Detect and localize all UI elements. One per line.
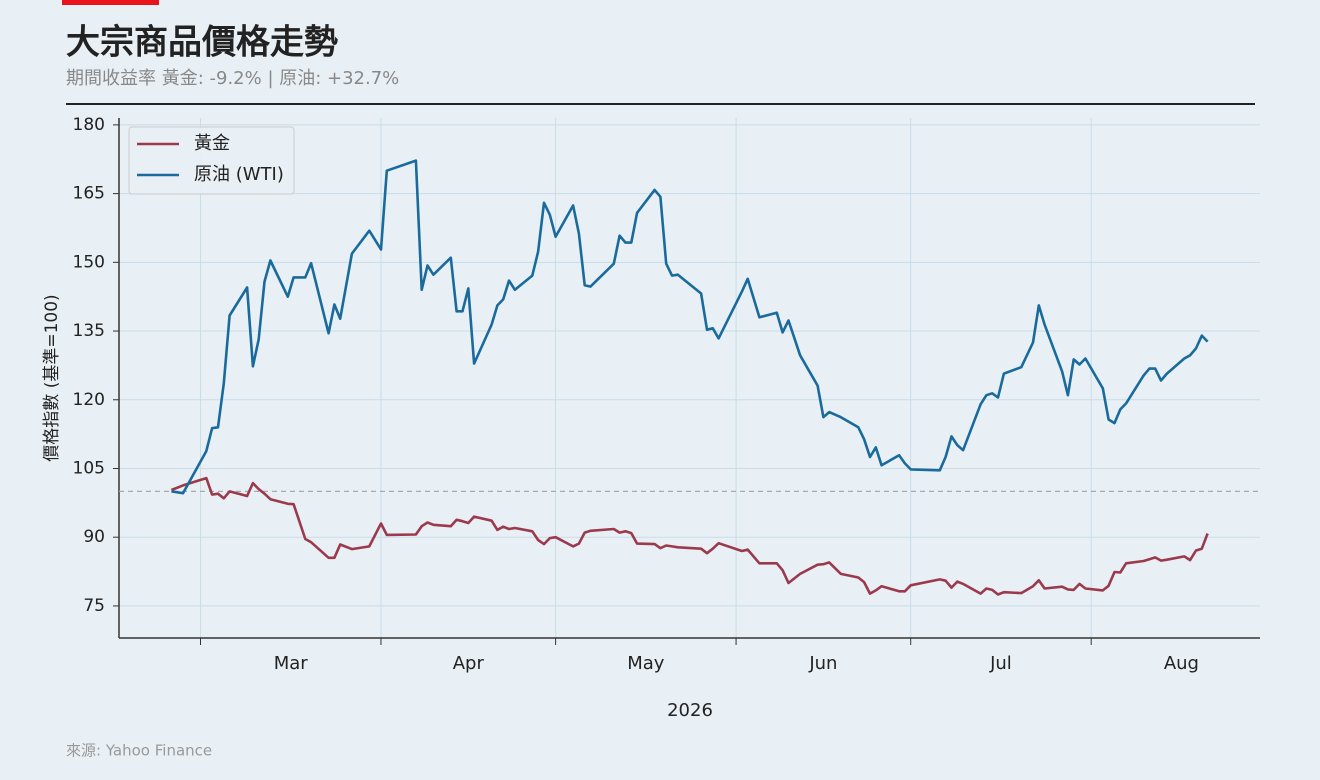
y-tick-label: 180 — [73, 115, 105, 135]
y-tick-label: 150 — [73, 252, 105, 272]
y-axis-label: 價格指數 (基準=100) — [42, 294, 62, 461]
source-note: 來源: Yahoo Finance — [66, 742, 212, 760]
x-tick-label: Jun — [808, 653, 837, 674]
y-tick-label: 75 — [83, 596, 105, 616]
y-tick-label: 90 — [83, 527, 105, 547]
y-tick-label: 105 — [73, 458, 105, 478]
x-tick-label: Mar — [274, 653, 309, 674]
x-tick-label: Aug — [1164, 653, 1199, 674]
x-tick-label: Apr — [453, 653, 485, 674]
x-axis-label: 2026 — [667, 700, 713, 721]
x-tick-label: Jul — [989, 653, 1012, 674]
legend-label: 黃金 — [194, 133, 230, 154]
legend-label: 原油 (WTI) — [194, 164, 284, 185]
y-tick-label: 165 — [73, 184, 105, 204]
chart-title: 大宗商品價格走勢 — [66, 23, 338, 63]
accent-bar — [62, 0, 159, 5]
y-tick-label: 120 — [73, 390, 105, 410]
x-tick-label: May — [627, 653, 665, 674]
series-line — [171, 159, 1209, 495]
series-line — [170, 476, 1209, 596]
chart-subtitle: 期間收益率 黃金: -9.2% | 原油: +32.7% — [66, 68, 399, 89]
y-tick-label: 135 — [73, 321, 105, 341]
